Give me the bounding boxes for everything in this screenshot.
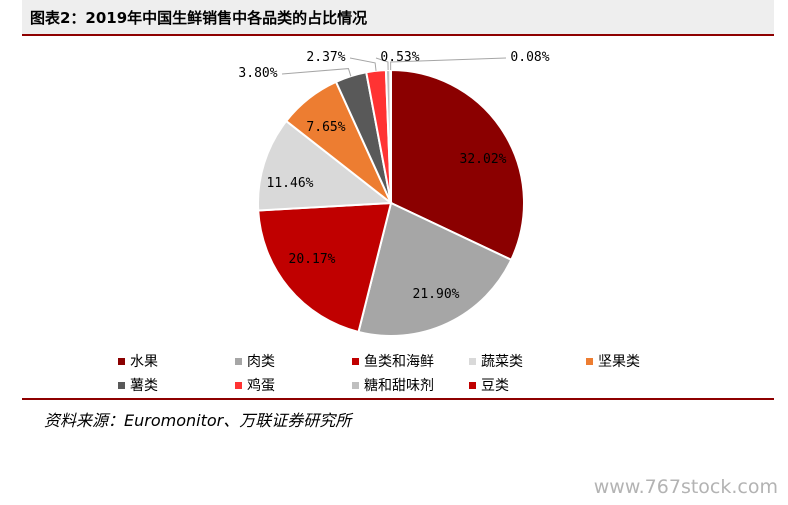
legend-row-1: 水果 肉类 鱼类和海鲜 蔬菜类 坚果类 xyxy=(118,349,738,373)
data-label: 3.80% xyxy=(238,66,277,81)
legend-item-sugar: 糖和甜味剂 xyxy=(352,375,469,395)
leader-line xyxy=(375,57,389,71)
legend-item-nuts: 坚果类 xyxy=(586,351,703,371)
title-bar: 图表2：2019年中国生鲜销售中各品类的占比情况 xyxy=(22,0,774,36)
data-label: 0.08% xyxy=(510,50,549,65)
legend-label: 薯类 xyxy=(130,378,158,394)
data-label: 0.53% xyxy=(380,50,419,65)
legend-swatch xyxy=(118,357,125,365)
legend-label: 蔬菜类 xyxy=(481,354,523,370)
data-label: 11.46% xyxy=(267,176,314,191)
watermark: www.767stock.com xyxy=(593,476,778,498)
legend-item-beans: 豆类 xyxy=(469,375,586,395)
legend-swatch xyxy=(586,357,593,365)
legend-item-tubers: 薯类 xyxy=(118,375,235,395)
pie-slice xyxy=(389,68,392,204)
legend: 水果 肉类 鱼类和海鲜 蔬菜类 坚果类 薯类 鸡蛋 糖和甜味剂 xyxy=(118,349,738,397)
legend-swatch xyxy=(118,381,125,389)
leader-line xyxy=(281,68,352,77)
data-label: 21.90% xyxy=(413,287,460,302)
legend-item-meat: 肉类 xyxy=(235,351,352,371)
legend-swatch xyxy=(235,357,242,365)
legend-swatch xyxy=(235,381,242,389)
legend-item-seafood: 鱼类和海鲜 xyxy=(352,351,469,371)
legend-label: 鱼类和海鲜 xyxy=(364,354,434,370)
legend-swatch xyxy=(469,357,476,365)
leader-line xyxy=(390,57,507,71)
legend-label: 豆类 xyxy=(481,378,509,394)
data-label: 32.02% xyxy=(460,152,507,167)
source-divider xyxy=(22,398,774,400)
data-label: 7.65% xyxy=(306,120,345,135)
legend-row-2: 薯类 鸡蛋 糖和甜味剂 豆类 xyxy=(118,373,738,397)
pie-slice xyxy=(357,201,513,337)
legend-item-vegetables: 蔬菜类 xyxy=(469,351,586,371)
legend-label: 坚果类 xyxy=(598,354,640,370)
legend-swatch xyxy=(352,381,359,389)
source-note: 资料来源：Euromonitor、万联证券研究所 xyxy=(44,411,352,430)
data-label: 20.17% xyxy=(289,252,336,267)
data-label: 2.37% xyxy=(306,50,345,65)
chart-title: 图表2：2019年中国生鲜销售中各品类的占比情况 xyxy=(30,9,368,27)
legend-label: 水果 xyxy=(130,354,158,370)
legend-swatch xyxy=(469,381,476,389)
pie-slice xyxy=(257,201,393,334)
legend-item-eggs: 鸡蛋 xyxy=(235,375,352,395)
legend-swatch xyxy=(352,357,359,365)
leader-line xyxy=(349,57,377,71)
pie-slice xyxy=(257,119,394,212)
legend-item-fruit: 水果 xyxy=(118,351,235,371)
legend-label: 鸡蛋 xyxy=(247,378,275,394)
pie-slice xyxy=(390,68,525,262)
legend-label: 糖和甜味剂 xyxy=(364,378,434,394)
legend-label: 肉类 xyxy=(247,354,275,370)
